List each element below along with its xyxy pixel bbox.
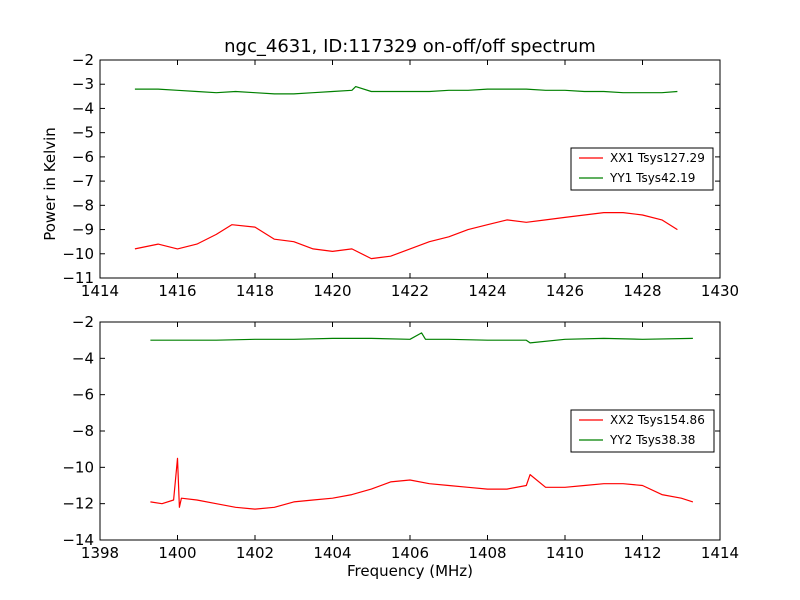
x-tick-label: 1416 — [158, 282, 196, 300]
x-tick-label: 1412 — [623, 544, 661, 562]
x-axis-label: Frequency (MHz) — [347, 562, 473, 580]
y-tick-label: −8 — [72, 196, 94, 214]
y-tick-label: −6 — [72, 148, 94, 166]
x-tick-label: 1410 — [546, 544, 584, 562]
x-tick-label: 1404 — [313, 544, 351, 562]
y-tick-label: −2 — [72, 51, 94, 69]
y-tick-label: −5 — [72, 124, 94, 142]
chart-bottom: Frequency (MHz) XX2 Tsys154.86 YY2 Tsys3… — [62, 313, 739, 580]
legend: XX1 Tsys127.29 YY1 Tsys42.19 — [570, 147, 714, 191]
chart-title: ngc_4631, ID:117329 on-off/off spectrum — [224, 36, 596, 57]
y-tick-label: −4 — [72, 99, 94, 117]
legend-box — [570, 409, 715, 453]
y-tick-label: −2 — [72, 313, 94, 331]
y-tick-label: −11 — [62, 269, 94, 287]
y-tick-label: −4 — [72, 349, 94, 367]
series-line-xx2 — [150, 457, 694, 510]
y-axis-label: Power in Kelvin — [41, 127, 59, 241]
series-line-xx1 — [134, 212, 678, 260]
x-tick-label: 1426 — [546, 282, 584, 300]
x-tick-label: 1418 — [236, 282, 274, 300]
y-tick-label: −12 — [62, 495, 94, 513]
x-tick-label: 1428 — [623, 282, 661, 300]
x-tick-label: 1420 — [313, 282, 351, 300]
chart-top: ngc_4631, ID:117329 on-off/off spectrum … — [41, 36, 739, 300]
legend: XX2 Tsys154.86 YY2 Tsys38.38 — [570, 409, 715, 453]
y-tick-label: −10 — [62, 458, 94, 476]
x-tick-label: 1422 — [391, 282, 429, 300]
x-tick-label: 1402 — [236, 544, 274, 562]
x-tick-label: 1406 — [391, 544, 429, 562]
x-tick-label: 1424 — [468, 282, 506, 300]
x-tick-label: 1414 — [701, 544, 739, 562]
legend-label-yy1: YY1 Tsys42.19 — [609, 171, 695, 185]
series-line-yy2 — [150, 332, 693, 344]
y-tick-label: −3 — [72, 75, 94, 93]
x-tick-label: 1414 — [81, 282, 119, 300]
x-tick-label: 1400 — [158, 544, 196, 562]
plot-area — [150, 332, 694, 510]
y-tick-label: −8 — [72, 422, 94, 440]
series-line-yy1 — [134, 85, 678, 95]
x-tick-label: 1408 — [468, 544, 506, 562]
legend-label-xx1: XX1 Tsys127.29 — [610, 151, 705, 165]
y-tick-label: −9 — [72, 221, 94, 239]
legend-box — [570, 147, 714, 191]
y-tick-label: −10 — [62, 245, 94, 263]
legend-label-yy2: YY2 Tsys38.38 — [609, 433, 695, 447]
plot-area — [134, 85, 678, 260]
y-tick-label: −14 — [62, 531, 94, 549]
x-tick-label: 1430 — [701, 282, 739, 300]
y-tick-label: −7 — [72, 172, 94, 190]
y-tick-label: −6 — [72, 386, 94, 404]
x-tick-label: 1398 — [81, 544, 119, 562]
legend-label-xx2: XX2 Tsys154.86 — [610, 413, 705, 427]
